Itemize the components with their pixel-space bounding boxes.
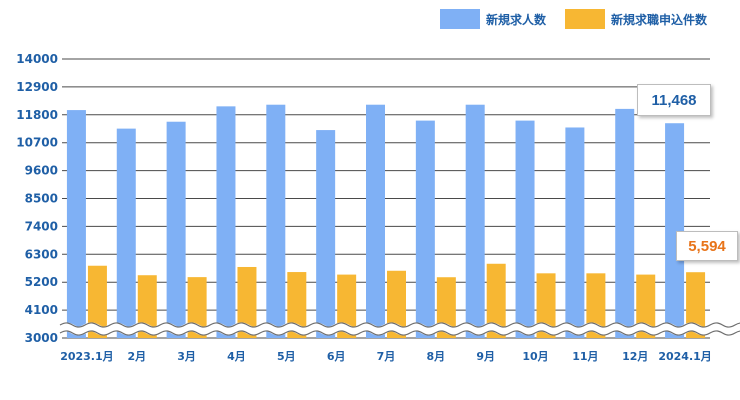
x-tick-label: 5月: [277, 350, 296, 363]
x-tick-label: 3月: [177, 350, 196, 363]
bar-series-1: [465, 104, 485, 338]
bar-series-1: [515, 120, 535, 338]
bar-series-2: [337, 274, 357, 338]
axis-break-line: [59, 330, 740, 336]
y-tick-label: 5200: [25, 275, 58, 289]
x-tick-label: 11月: [572, 350, 598, 363]
y-tick-label: 4100: [25, 303, 58, 317]
bar-series-2: [586, 273, 606, 338]
bar-series-1: [116, 128, 136, 338]
x-tick-label: 2023.1月: [60, 350, 113, 363]
bar-series-1: [266, 104, 286, 338]
bar-series-2: [536, 273, 556, 338]
bar-series-2: [87, 265, 107, 338]
bar-series-2: [486, 263, 506, 338]
callout-series-1-last: 11,468: [637, 84, 711, 116]
bar-series-1: [66, 110, 86, 338]
y-tick-label: 10700: [16, 136, 58, 150]
bar-series-1: [166, 121, 186, 338]
legend-item-series-2: 新規求職申込件数: [565, 8, 707, 30]
y-tick-label: 3000: [25, 331, 58, 345]
bar-series-2: [237, 266, 257, 338]
bar-series-1: [565, 127, 585, 339]
x-tick-label: 9月: [476, 350, 495, 363]
x-tick-label: 6月: [327, 350, 346, 363]
y-tick-label: 7400: [25, 219, 58, 233]
bar-series-2: [137, 275, 157, 338]
x-tick-label: 4月: [227, 350, 246, 363]
legend-swatch-series-1: [440, 9, 480, 29]
callout-series-2-last: 5,594: [676, 231, 738, 261]
legend-swatch-series-2: [565, 9, 605, 29]
y-tick-label: 8500: [25, 192, 58, 206]
bar-series-1: [615, 108, 635, 338]
bar-series-2: [387, 270, 406, 338]
x-tick-label: 10月: [522, 350, 548, 363]
y-tick-label: 11800: [16, 108, 58, 122]
bar-series-1: [216, 106, 236, 338]
legend-label-series-1: 新規求人数: [486, 12, 547, 27]
bar-series-2: [686, 272, 706, 338]
bar-series-1: [366, 104, 385, 338]
legend-label-series-2: 新規求職申込件数: [611, 12, 708, 27]
y-tick-label: 9600: [25, 164, 58, 178]
x-tick-label: 8月: [427, 350, 446, 363]
axis-break-band: [57, 322, 740, 336]
bar-series-1: [316, 130, 336, 338]
y-tick-label: 12900: [16, 80, 58, 94]
x-tick-label: 2024.1月: [658, 350, 711, 363]
x-tick-label: 7月: [377, 350, 396, 363]
bar-series-2: [287, 272, 307, 338]
y-tick-label: 6300: [25, 247, 58, 261]
x-tick-label: 2月: [127, 350, 146, 363]
bar-series-2: [636, 274, 656, 338]
bar-series-1: [415, 120, 435, 338]
axis-break-line: [59, 322, 740, 328]
x-tick-label: 12月: [622, 350, 648, 363]
legend-item-series-1: 新規求人数: [440, 8, 546, 30]
y-tick-label: 14000: [16, 52, 58, 66]
bar-series-1: [665, 123, 685, 338]
